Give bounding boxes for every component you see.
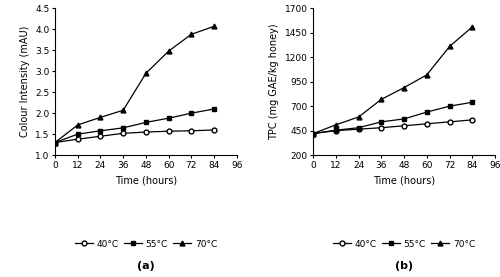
55°C [333,129,339,132]
55°C [401,117,407,120]
70°C [120,109,126,112]
70°C [446,45,452,48]
55°C [446,104,452,108]
Line: 40°C: 40°C [52,127,216,145]
70°C [52,141,58,144]
40°C [52,141,58,144]
40°C [98,135,103,138]
70°C [98,116,103,119]
55°C [378,120,384,124]
70°C [74,123,80,127]
Line: 55°C: 55°C [52,107,216,145]
40°C [74,137,80,141]
Text: (b): (b) [395,261,413,271]
70°C [470,25,476,29]
70°C [424,73,430,76]
55°C [120,126,126,130]
40°C [446,120,452,124]
55°C [356,126,362,129]
X-axis label: Time (hours): Time (hours) [115,175,177,185]
Line: 70°C: 70°C [52,24,216,145]
70°C [378,98,384,101]
70°C [333,123,339,126]
70°C [356,115,362,119]
Text: (a): (a) [137,261,155,271]
40°C [424,122,430,125]
40°C [211,128,217,132]
40°C [188,129,194,132]
55°C [143,121,149,124]
55°C [166,117,172,120]
40°C [333,129,339,132]
70°C [211,25,217,28]
40°C [120,132,126,135]
55°C [211,107,217,111]
40°C [401,124,407,127]
Line: 40°C: 40°C [311,117,474,136]
55°C [52,141,58,144]
40°C [166,130,172,133]
Legend: 40°C, 55°C, 70°C: 40°C, 55°C, 70°C [330,236,479,252]
70°C [310,132,316,135]
55°C [310,132,316,135]
70°C [401,86,407,89]
40°C [356,127,362,131]
55°C [98,129,103,132]
70°C [188,33,194,36]
40°C [310,132,316,135]
40°C [143,130,149,134]
Y-axis label: Colour Intensity (mAU): Colour Intensity (mAU) [20,26,30,137]
Line: 55°C: 55°C [311,100,474,136]
55°C [424,111,430,114]
55°C [74,132,80,136]
40°C [470,118,476,122]
55°C [188,112,194,115]
X-axis label: Time (hours): Time (hours) [373,175,435,185]
Legend: 40°C, 55°C, 70°C: 40°C, 55°C, 70°C [71,236,221,252]
Y-axis label: TPC (mg GAE/kg honey): TPC (mg GAE/kg honey) [269,23,279,140]
Line: 70°C: 70°C [311,24,474,136]
70°C [166,49,172,53]
55°C [470,101,476,104]
40°C [378,126,384,129]
70°C [143,72,149,75]
